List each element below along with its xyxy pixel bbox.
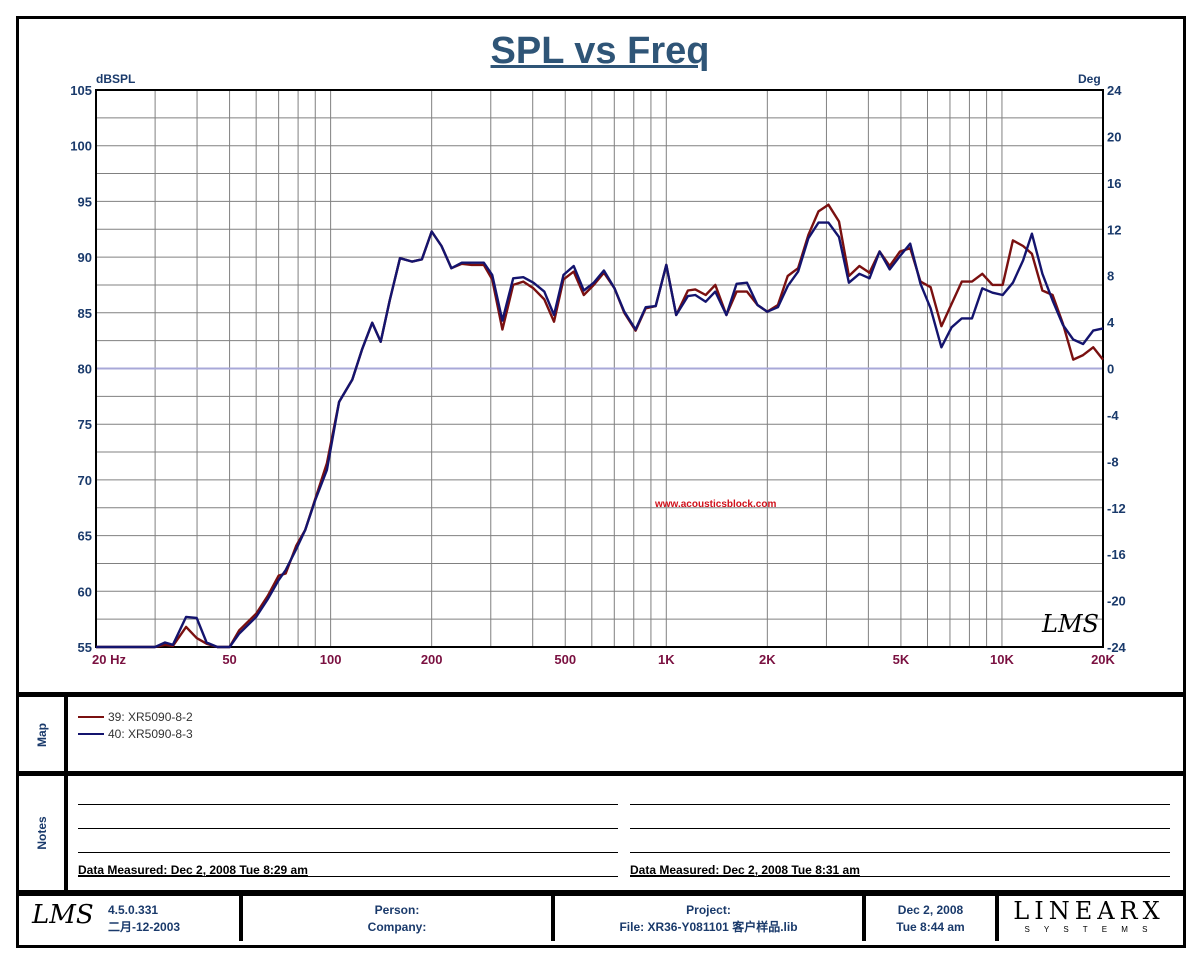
- y-tick-label: 105: [70, 83, 92, 98]
- x-tick-label: 20 Hz: [92, 652, 126, 667]
- file-name: File: XR36-Y081101 客户样品.lib: [619, 920, 798, 934]
- y-tick-label: 55: [78, 640, 92, 655]
- divider: [995, 895, 999, 941]
- legend-label: 40: XR5090-8-3: [108, 727, 193, 741]
- note-line: [78, 852, 618, 853]
- note-line: [78, 876, 618, 877]
- x-tick-label: 50: [222, 652, 236, 667]
- divider: [551, 895, 555, 941]
- date-info: Dec 2, 2008 Tue 8:44 am: [866, 898, 995, 940]
- x-tick-label: 500: [554, 652, 576, 667]
- note-line: [630, 852, 1170, 853]
- y2-tick-label: -4: [1107, 408, 1119, 423]
- project-info: Project: File: XR36-Y081101 客户样品.lib: [555, 898, 862, 940]
- x-tick-label: 5K: [893, 652, 910, 667]
- y2-tick-label: 0: [1107, 362, 1114, 377]
- x-tick-label: 2K: [759, 652, 776, 667]
- divider: [16, 692, 1186, 697]
- y-tick-label: 60: [78, 584, 92, 599]
- chart-title: SPL vs Freq: [490, 30, 710, 72]
- divider: [16, 890, 1186, 896]
- data-measured-right: Data Measured: Dec 2, 2008 Tue 8:31 am: [630, 863, 860, 877]
- spl-chart: 105 100 95 90 85 80 75 70 65 60 55 24 20 16 12 8 4 0 -4 -8 -…: [70, 83, 1127, 667]
- y2-tick-label: -20: [1107, 594, 1126, 609]
- y-tick-label: 65: [78, 529, 92, 544]
- person-info: Person: Company:: [243, 898, 551, 940]
- version: 4.5.0.331: [108, 903, 159, 917]
- y2-tick-label: -16: [1107, 547, 1126, 562]
- legend-label: 39: XR5090-8-2: [108, 710, 193, 724]
- plot-border: [95, 89, 1104, 648]
- y2-tick-label: 20: [1107, 129, 1121, 144]
- y2-tick-label: 4: [1107, 315, 1115, 330]
- version-info: 4.5.0.331 二月-12-2003: [108, 898, 228, 940]
- legend-swatch: [78, 733, 104, 735]
- y2-tick-label: -12: [1107, 501, 1126, 516]
- x-tick-label: 200: [421, 652, 443, 667]
- note-line: [630, 828, 1170, 829]
- date: Dec 2, 2008: [897, 903, 964, 917]
- notes-label: Notes: [35, 816, 49, 850]
- y-tick-label: 70: [78, 473, 92, 488]
- y2-tick-label: 16: [1107, 176, 1121, 191]
- note-line: [630, 804, 1170, 805]
- divider: [16, 771, 1186, 776]
- time: Tue 8:44 am: [896, 920, 965, 934]
- project-label: Project:: [686, 903, 731, 917]
- divider: [239, 895, 243, 941]
- brand-sub: S Y S T E M S: [1024, 925, 1154, 934]
- report-frame: [16, 16, 1186, 948]
- y2-tick-label: 8: [1107, 269, 1114, 284]
- note-line: [630, 876, 1170, 877]
- divider: [64, 695, 68, 891]
- y-tick-label: 85: [78, 306, 92, 321]
- y-tick-label: 100: [70, 139, 92, 154]
- x-tick-label: 1K: [658, 652, 675, 667]
- y-tick-label: 95: [78, 194, 92, 209]
- note-line: [78, 828, 618, 829]
- y-tick-label: 75: [78, 417, 92, 432]
- series-line-1: [96, 203, 1104, 649]
- y-tick-label: 90: [78, 250, 92, 265]
- company-label: Company:: [367, 920, 427, 934]
- legend-swatch: [78, 716, 104, 718]
- legend-item: 39: XR5090-8-2: [78, 710, 193, 724]
- linearx-logo: LINEARX S Y S T E M S: [1003, 898, 1175, 936]
- y-axis-label: dBSPL: [96, 72, 136, 86]
- footer-lms-logo: LMS: [32, 900, 94, 930]
- y-tick-label: 80: [78, 362, 92, 377]
- watermark-text: www.acousticsblock.com: [655, 499, 777, 510]
- y2-tick-label: -8: [1107, 454, 1119, 469]
- y2-tick-label: -24: [1107, 640, 1127, 655]
- person-label: Person:: [374, 903, 420, 917]
- x-tick-label: 20K: [1091, 652, 1115, 667]
- data-measured-left: Data Measured: Dec 2, 2008 Tue 8:29 am: [78, 863, 308, 877]
- x-tick-label: 10K: [990, 652, 1014, 667]
- map-label: Map: [35, 723, 49, 747]
- brand-name: LINEARX: [1013, 897, 1165, 925]
- y2-tick-label: 12: [1107, 222, 1121, 237]
- note-line: [78, 804, 618, 805]
- divider: [862, 895, 866, 941]
- y2-tick-label: 24: [1107, 83, 1122, 98]
- x-tick-label: 100: [320, 652, 342, 667]
- y2-axis-label: Deg: [1078, 72, 1101, 86]
- chart-lms-logo: LMS: [1042, 610, 1099, 638]
- series-line-2: [96, 221, 1104, 649]
- version-date: 二月-12-2003: [108, 920, 181, 934]
- legend-item: 40: XR5090-8-3: [78, 727, 193, 741]
